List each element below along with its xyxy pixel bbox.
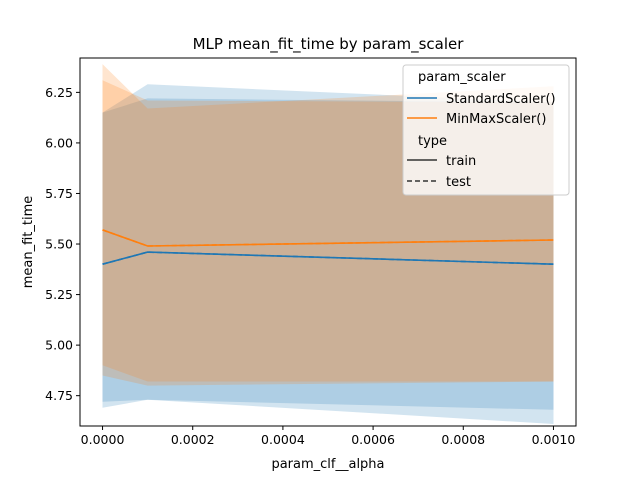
legend-label-test: test [446, 175, 471, 190]
y-axis-ticks: 4.75 5.00 5.25 5.50 5.75 6.00 6.25 [45, 85, 80, 403]
x-axis-title: param_clf__alpha [271, 457, 384, 472]
legend-box [402, 64, 570, 196]
legend-label-train: train [446, 154, 476, 169]
x-tick-label: 0.0006 [351, 432, 395, 447]
x-tick-label: 0.0010 [532, 432, 576, 447]
legend-hue-title: param_scaler [418, 70, 506, 85]
x-axis-ticks: 0.0000 0.0002 0.0004 0.0006 0.0008 0.0010 [81, 426, 576, 447]
legend-label-standardscaler: StandardScaler() [446, 92, 556, 107]
plot-frame [79, 57, 577, 427]
y-tick-label: 4.75 [45, 388, 73, 403]
legend: param_scaler StandardScaler() MinMaxScal… [402, 64, 570, 196]
y-tick-label: 5.00 [45, 338, 73, 353]
chart-title: MLP mean_fit_time by param_scaler [193, 35, 465, 54]
y-tick-label: 6.25 [45, 85, 73, 100]
x-tick-label: 0.0002 [171, 432, 215, 447]
y-tick-label: 5.50 [45, 237, 73, 252]
y-tick-label: 5.75 [45, 186, 73, 201]
series-line-standardscaler-train [102, 251, 554, 265]
y-tick-label: 6.00 [45, 135, 73, 150]
legend-style-title: type [418, 134, 447, 149]
x-tick-label: 0.0008 [441, 432, 485, 447]
series-line-minmaxscaler-train [102, 229, 554, 247]
series-lines [102, 229, 554, 265]
y-axis-title: mean_fit_time [21, 196, 36, 289]
y-tick-label: 5.25 [45, 287, 73, 302]
legend-label-minmaxscaler: MinMaxScaler() [446, 112, 546, 127]
x-tick-label: 0.0004 [261, 432, 305, 447]
x-tick-label: 0.0000 [81, 432, 125, 447]
